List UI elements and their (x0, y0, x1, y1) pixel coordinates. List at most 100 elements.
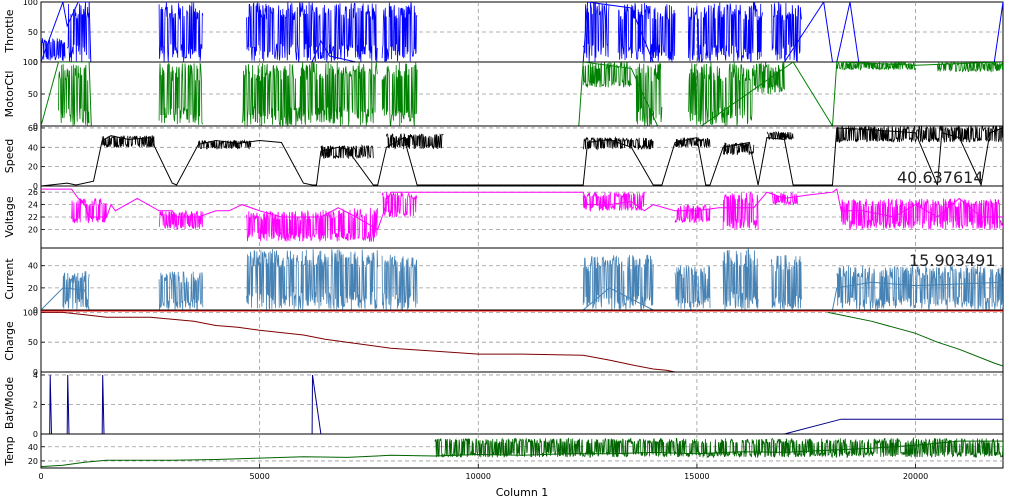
series-burst (770, 255, 803, 310)
y-axis-label: Current (3, 258, 16, 300)
series-burst (770, 2, 803, 62)
series-burst (320, 62, 378, 126)
panel-current: 0 20 40 Current 15.903491 (3, 247, 1004, 315)
series-burst (320, 2, 378, 62)
y-tick-label: 0 (33, 122, 38, 131)
series-burst (158, 2, 204, 62)
panel-frame (40, 371, 1004, 435)
series-burst (722, 142, 755, 156)
y-tick-label: 40 (28, 143, 38, 152)
x-tick-label: 20000 (903, 472, 928, 481)
series-burst (241, 62, 322, 126)
panel-temp: 20 40 Temp (3, 433, 1004, 469)
series-burst (386, 133, 444, 150)
series-burst (709, 62, 755, 126)
series-burst (582, 2, 610, 62)
series-burst (381, 62, 418, 126)
panel-charge: 0 50 100 Charge (3, 308, 1004, 377)
y-axis-label: MotorCtl (3, 71, 16, 118)
y-tick-label: 0 (33, 306, 38, 315)
series-burst (840, 198, 1003, 231)
y-tick-label: 2 (33, 400, 38, 409)
series-line (41, 374, 1003, 434)
series-line (41, 127, 1003, 186)
y-tick-label: 40 (28, 262, 38, 271)
series-burst (635, 63, 663, 126)
series-burst (246, 249, 322, 310)
y-axis-label: Speed (3, 139, 16, 173)
series-burst (688, 63, 711, 126)
value-readout: 15.903491 (909, 251, 996, 270)
y-tick-label: 50 (28, 28, 38, 37)
y-axis-label: Temp (3, 436, 16, 466)
series-burst (381, 192, 418, 218)
value-readout: 40.637614 (897, 168, 984, 187)
panel-frame (40, 309, 1004, 373)
panel-bat-mode: 0 2 4 Bat/Mode (3, 371, 1004, 439)
series-burst (582, 62, 632, 89)
series-burst (41, 37, 66, 61)
y-tick-label: 40 (28, 443, 38, 452)
series-burst (320, 207, 379, 242)
series-burst (770, 192, 798, 207)
series-burst (836, 62, 916, 71)
x-tick-label: 10000 (466, 472, 491, 481)
series-burst (705, 2, 763, 62)
series-line (41, 62, 1003, 126)
plot-area (41, 436, 1003, 468)
y-tick-label: 20 (28, 457, 38, 466)
panel-frame (40, 1, 1004, 63)
plot-area (41, 374, 1003, 434)
series-burst (158, 271, 204, 310)
series-line (41, 188, 1003, 231)
series-burst (198, 139, 252, 150)
series-line (41, 2, 1003, 62)
y-tick-label: 0 (33, 430, 38, 439)
x-axis-label: Column 1 (496, 486, 549, 499)
series-line-secondary (828, 311, 1003, 367)
series-burst (381, 2, 418, 62)
series-burst (674, 265, 711, 310)
y-tick-label: 100 (23, 58, 38, 67)
plot-area (41, 310, 1003, 372)
series-burst (58, 64, 90, 126)
y-axis-label: Bat/Mode (3, 377, 16, 430)
y-tick-label: 22 (28, 213, 38, 222)
y-tick-label: 0 (33, 368, 38, 377)
y-tick-label: 100 (23, 0, 38, 7)
y-tick-label: 26 (28, 188, 38, 197)
panel-voltage: 20 22 24 26 Voltage (3, 185, 1004, 249)
y-tick-label: 20 (28, 163, 38, 172)
series-line (41, 281, 1003, 310)
plot-area (41, 126, 1003, 186)
y-tick-label: 20 (28, 225, 38, 234)
series-burst (582, 254, 654, 310)
y-tick-label: 4 (33, 371, 38, 380)
series-burst (722, 248, 759, 310)
plot-area (41, 248, 1003, 310)
y-tick-label: 0 (33, 182, 38, 191)
plot-area (41, 62, 1003, 126)
plot-area (41, 188, 1003, 242)
panel-motorctl: 0 50 100 MotorCtl (3, 58, 1004, 131)
series-burst (71, 198, 107, 224)
y-tick-label: 50 (28, 90, 38, 99)
y-tick-label: 60 (28, 124, 38, 133)
x-tick-label: 0 (38, 472, 43, 481)
series-burst (722, 191, 759, 230)
x-tick-label: 15000 (684, 472, 709, 481)
panel-speed: 0 20 40 60 Speed 40.637614 (3, 124, 1004, 191)
y-tick-label: 100 (23, 308, 38, 317)
series-burst (582, 136, 654, 151)
series-line (41, 440, 1003, 468)
series-burst (674, 203, 711, 224)
series-burst (766, 130, 794, 141)
series-burst (582, 191, 645, 212)
series-burst (836, 126, 1003, 144)
y-tick-label: 24 (28, 201, 38, 210)
y-tick-label: 0 (33, 58, 38, 67)
series-burst (753, 62, 785, 95)
series-burst (62, 271, 90, 310)
